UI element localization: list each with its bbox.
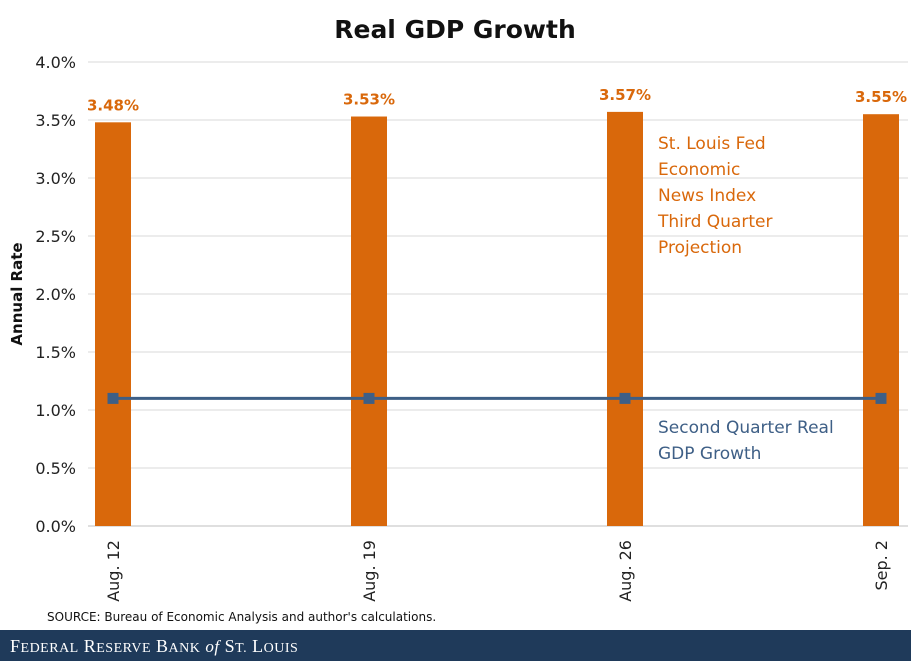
x-tick-label: Aug. 26: [616, 540, 635, 602]
y-tick-label: 0.0%: [35, 517, 76, 536]
line-marker: [363, 392, 375, 404]
chart-title: Real GDP Growth: [334, 15, 576, 44]
line-marker: [107, 392, 119, 404]
bar-data-label: 3.57%: [599, 86, 651, 104]
bar: [863, 114, 899, 526]
y-tick-label: 3.0%: [35, 169, 76, 188]
bar-data-label: 3.53%: [343, 91, 395, 109]
bar: [95, 122, 131, 526]
line-series: [107, 392, 887, 404]
y-tick-label: 2.5%: [35, 227, 76, 246]
footer-bar: FEDERAL RESERVE BANK of ST. LOUIS: [0, 630, 911, 661]
bar: [607, 111, 643, 526]
x-tick-label: Aug. 19: [360, 540, 379, 602]
y-tick-label: 3.5%: [35, 111, 76, 130]
line-marker: [875, 392, 887, 404]
y-tick-label: 0.5%: [35, 459, 76, 478]
x-tick-label: Aug. 12: [104, 540, 123, 602]
bar-series-annotation: St. Louis Fed Economic News Index Third Qua…: [657, 134, 772, 258]
bar-data-labels: 3.48% 3.53% 3.57% 3.55%: [87, 86, 907, 114]
y-tick-label: 1.5%: [35, 343, 76, 362]
line-series-annotation: Second Quarter Real GDP Growth: [658, 418, 834, 464]
y-tick-label: 2.0%: [35, 285, 76, 304]
chart: Real GDP Growth Annual Rate 0.0% 0.5% 1.0%…: [8, 15, 908, 602]
x-tick-label: Sep. 2: [872, 540, 891, 591]
y-axis-label: Annual Rate: [8, 242, 26, 345]
y-tick-labels: 0.0% 0.5% 1.0% 1.5% 2.0% 2.5% 3.0% 3.5% 4.0%: [35, 53, 76, 536]
x-tick-labels: Aug. 12 Aug. 19 Aug. 26 Sep. 2: [104, 540, 891, 602]
line-marker: [619, 392, 631, 404]
footer-logo-text: FEDERAL RESERVE BANK of ST. LOUIS: [10, 636, 299, 656]
line-annotation-line: GDP Growth: [658, 444, 761, 464]
bar-annotation-line: Third Quarter: [657, 212, 772, 232]
y-tick-label: 4.0%: [35, 53, 76, 72]
bar-series: [95, 111, 899, 527]
bar-annotation-line: Projection: [658, 238, 742, 258]
gridlines: [88, 61, 908, 527]
bar-annotation-line: Economic: [658, 160, 740, 180]
bar-data-label: 3.55%: [855, 88, 907, 106]
source-note: SOURCE: Bureau of Economic Analysis and …: [47, 610, 437, 624]
bar: [351, 116, 387, 527]
bar-data-label: 3.48%: [87, 96, 139, 114]
line-annotation-line: Second Quarter Real: [658, 418, 834, 438]
y-tick-label: 1.0%: [35, 401, 76, 420]
bar-annotation-line: St. Louis Fed: [658, 134, 766, 154]
bar-annotation-line: News Index: [658, 186, 756, 206]
